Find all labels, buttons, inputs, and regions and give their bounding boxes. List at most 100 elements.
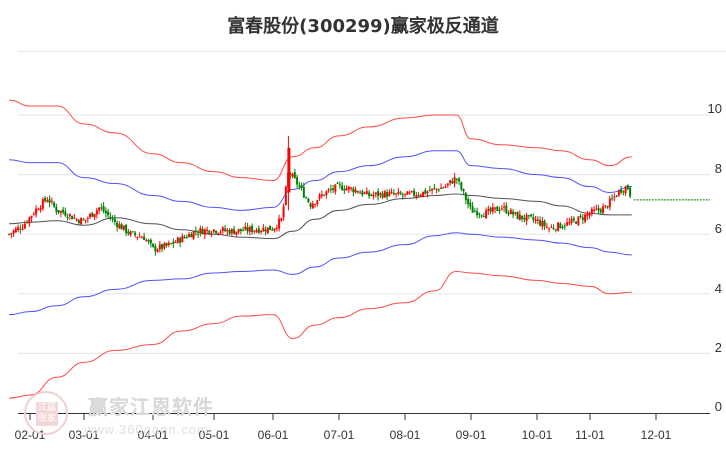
candle-body — [629, 187, 632, 197]
candle-body — [545, 226, 548, 228]
candle-body — [143, 236, 146, 240]
candle-body — [597, 208, 600, 211]
candle-body — [208, 230, 211, 234]
candle-body — [32, 214, 35, 216]
candle-body — [298, 185, 301, 187]
band-line-0 — [9, 99, 632, 182]
candle-body — [509, 209, 512, 215]
candle-body — [442, 187, 445, 189]
candle-body — [500, 208, 503, 210]
candle-body — [98, 207, 101, 211]
candle-body — [329, 188, 332, 190]
candle-body — [458, 178, 461, 182]
candle-body — [415, 195, 418, 198]
candle-body — [172, 241, 175, 244]
candle-body — [446, 183, 449, 186]
candle-body — [100, 207, 103, 209]
candle-body — [464, 192, 467, 201]
candle-body — [408, 192, 411, 194]
candle-body — [539, 220, 542, 226]
candle-body — [224, 228, 227, 231]
candle-body — [165, 243, 168, 246]
candle-body — [46, 200, 49, 202]
candle-body — [122, 225, 125, 230]
candle-body — [428, 189, 431, 192]
candle-body — [275, 227, 278, 229]
candle-body — [536, 219, 539, 221]
candle-body — [152, 243, 155, 247]
candle-body — [264, 229, 267, 232]
candle-body — [80, 218, 83, 225]
candle-body — [557, 222, 560, 231]
candle-body — [518, 214, 521, 220]
candle-body — [451, 181, 454, 184]
candle-body — [361, 191, 364, 195]
candle-body — [75, 219, 78, 221]
x-tick-label: 03-01 — [68, 428, 100, 442]
candle-body — [516, 211, 519, 219]
candle-body — [372, 194, 375, 197]
candle-body — [455, 178, 458, 180]
candle-body — [102, 206, 105, 212]
candle-body — [512, 211, 515, 215]
candle-body — [212, 229, 215, 232]
candle-body — [163, 243, 166, 249]
candle-body — [323, 194, 326, 196]
candle-body — [127, 231, 130, 234]
candle-body — [498, 210, 501, 212]
candle-body — [577, 216, 580, 226]
candle-body — [334, 184, 337, 192]
candle-body — [433, 187, 436, 189]
candle-body — [473, 211, 476, 213]
x-tick-label: 07-01 — [323, 428, 355, 442]
candle-body — [62, 209, 65, 213]
candle-body — [491, 207, 494, 212]
x-tick-label: 05-01 — [198, 428, 230, 442]
candle-body — [566, 222, 569, 226]
candle-body — [219, 231, 222, 233]
candle-body — [228, 230, 231, 235]
candle-body — [476, 211, 479, 216]
candle-body — [365, 191, 368, 195]
candle-body — [176, 237, 179, 243]
candle-body — [527, 215, 530, 217]
y-tick-4: 4 — [714, 281, 722, 296]
candle-body — [253, 230, 256, 232]
candle-body — [8, 233, 11, 235]
candle-body — [541, 221, 544, 227]
candle-body — [487, 209, 490, 211]
candle-body — [271, 229, 274, 231]
candle-body — [325, 191, 328, 196]
candle-body — [410, 191, 413, 193]
candle-body — [478, 213, 481, 215]
candle-body — [347, 186, 350, 190]
candle-body — [406, 191, 409, 195]
x-tick-label: 10-01 — [521, 428, 553, 442]
candle-body — [494, 207, 497, 209]
candle-body — [17, 227, 20, 230]
candle-body — [41, 199, 44, 209]
x-tick-label: 04-01 — [137, 428, 169, 442]
candle-body — [399, 192, 402, 195]
candle-body — [230, 229, 233, 234]
candle-body — [345, 188, 348, 191]
candle-body — [296, 177, 299, 185]
watermark-url: www.360gann.com — [84, 422, 209, 437]
candle-body — [563, 225, 566, 227]
candle-body — [352, 188, 355, 193]
candle-body — [185, 237, 188, 239]
candle-body — [370, 194, 373, 196]
candle-body — [235, 231, 238, 235]
candle-body — [10, 233, 13, 235]
candle-body — [449, 180, 452, 184]
candle-body — [392, 192, 395, 195]
band-line-1 — [9, 150, 632, 211]
candle-body — [291, 173, 294, 177]
candle-body — [305, 197, 308, 199]
candle-body — [199, 228, 202, 233]
candle-body — [174, 242, 177, 244]
candle-body — [379, 192, 382, 195]
candle-body — [624, 186, 627, 194]
candle-body — [287, 147, 291, 193]
candle-body — [359, 192, 362, 194]
